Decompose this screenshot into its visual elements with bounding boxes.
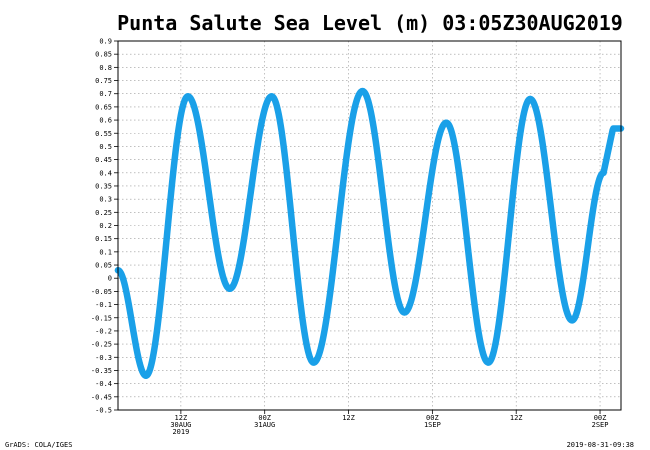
data-point bbox=[226, 285, 233, 292]
y-tick-label: 0.25 bbox=[95, 209, 112, 217]
y-tick-label: 0.85 bbox=[95, 51, 112, 59]
footer-timestamp: 2019-08-31-09:38 bbox=[567, 441, 634, 449]
y-tick-label: 0.45 bbox=[95, 156, 112, 164]
x-tick-label: 12Z bbox=[342, 414, 355, 422]
data-point bbox=[443, 119, 450, 126]
x-tick-label: 2SEP bbox=[592, 421, 609, 429]
footer-credit: GrADS: COLA/IGES bbox=[5, 441, 72, 449]
data-point bbox=[526, 95, 534, 103]
data-point bbox=[268, 93, 275, 100]
y-tick-label: -0.25 bbox=[91, 341, 112, 349]
data-point bbox=[184, 93, 192, 100]
data-point bbox=[401, 309, 408, 316]
x-tick-label: 12Z bbox=[175, 414, 188, 422]
data-point bbox=[310, 359, 317, 366]
data-point bbox=[485, 359, 492, 366]
y-tick-label: 0.55 bbox=[95, 130, 112, 138]
y-tick-label: 0.8 bbox=[99, 64, 112, 72]
y-tick-label: -0.45 bbox=[91, 393, 112, 401]
data-point bbox=[568, 317, 576, 324]
y-tick-label: -0.05 bbox=[91, 288, 112, 296]
y-tick-label: 0.35 bbox=[95, 182, 112, 190]
x-tick-label: 00Z bbox=[258, 414, 271, 422]
sea-level-series bbox=[114, 87, 625, 379]
y-tick-label: 0.15 bbox=[95, 235, 112, 243]
y-tick-label: 0.3 bbox=[99, 196, 112, 204]
chart-title: Punta Salute Sea Level (m) 03:05Z30AUG20… bbox=[117, 11, 623, 35]
x-tick-label: 00Z bbox=[594, 414, 607, 422]
y-tick-label: 0.1 bbox=[99, 248, 112, 256]
y-tick-label: 0.05 bbox=[95, 262, 112, 270]
y-tick-label: -0.35 bbox=[91, 367, 112, 375]
data-point bbox=[359, 87, 366, 95]
y-tick-label: 0.5 bbox=[99, 143, 112, 151]
y-tick-label: -0.3 bbox=[95, 354, 112, 362]
y-tick-label: -0.2 bbox=[95, 327, 112, 335]
x-tick-label: 31AUG bbox=[254, 421, 275, 429]
y-tick-label: -0.1 bbox=[95, 301, 112, 309]
data-point bbox=[142, 372, 150, 379]
y-tick-label: -0.4 bbox=[95, 380, 112, 388]
y-tick-label: 0.4 bbox=[99, 169, 112, 177]
x-tick-label: 1SEP bbox=[424, 421, 441, 429]
y-tick-label: 0 bbox=[108, 275, 112, 283]
y-tick-label: 0.75 bbox=[95, 77, 112, 85]
y-tick-label: 0.6 bbox=[99, 117, 112, 125]
x-tick-label: 00Z bbox=[426, 414, 439, 422]
y-tick-label: 0.7 bbox=[99, 90, 112, 98]
x-tick-label: 12Z bbox=[510, 414, 523, 422]
y-tick-label: -0.5 bbox=[95, 407, 112, 415]
y-tick-label: 0.9 bbox=[99, 38, 112, 46]
y-tick-label: 0.2 bbox=[99, 222, 112, 230]
plot-frame bbox=[117, 40, 622, 411]
y-tick-label: 0.65 bbox=[95, 103, 112, 111]
x-tick-label: 2019 bbox=[172, 428, 189, 436]
y-tick-label: -0.15 bbox=[91, 314, 112, 322]
sea-level-line bbox=[114, 87, 625, 379]
y-axis: 0.9 0.85 0.8 0.75 0.7 0.65 0.6 0.55 0.5 0.45 0.4 0.… bbox=[91, 38, 118, 415]
x-tick-label: 30AUG bbox=[170, 421, 191, 429]
data-point bbox=[600, 169, 607, 176]
